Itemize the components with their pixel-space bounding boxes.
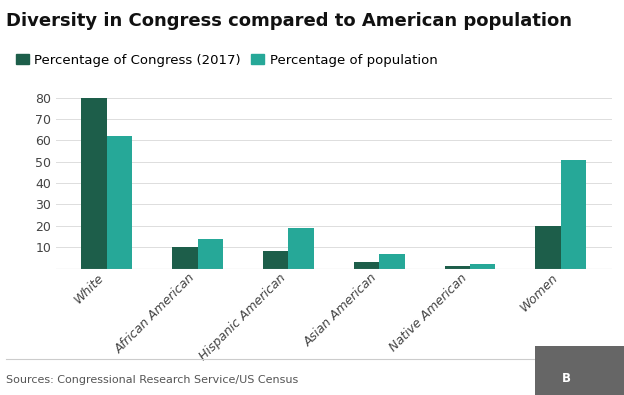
Bar <box>198 239 223 269</box>
Bar <box>379 254 405 269</box>
Bar <box>561 160 587 269</box>
Bar <box>354 262 379 269</box>
Text: B: B <box>562 372 570 385</box>
Bar <box>81 98 107 269</box>
Text: C: C <box>609 372 618 385</box>
Legend: Percentage of Congress (2017), Percentage of population: Percentage of Congress (2017), Percentag… <box>16 54 437 66</box>
Text: Sources: Congressional Research Service/US Census: Sources: Congressional Research Service/… <box>6 375 298 385</box>
Text: B: B <box>585 372 594 385</box>
Bar <box>288 228 314 269</box>
Bar <box>445 267 470 269</box>
Bar <box>263 252 288 269</box>
Bar <box>535 226 561 269</box>
Text: Diversity in Congress compared to American population: Diversity in Congress compared to Americ… <box>6 12 572 30</box>
Bar <box>107 136 132 269</box>
Bar <box>470 264 495 269</box>
Bar <box>172 247 198 269</box>
